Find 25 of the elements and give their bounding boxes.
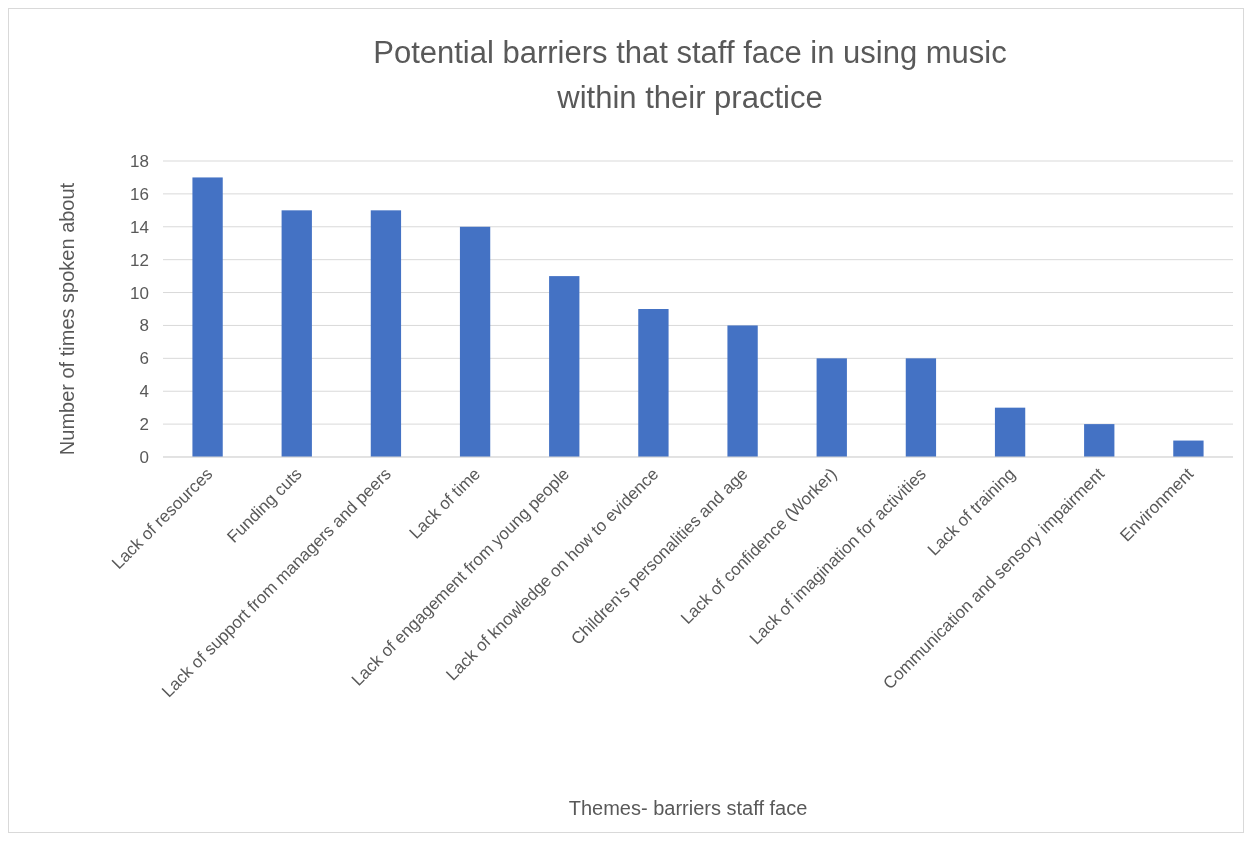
bar: [370, 210, 402, 457]
y-tick-label: 10: [130, 283, 149, 303]
y-tick-label: 18: [130, 152, 149, 171]
bar: [638, 309, 669, 457]
y-tick-label: 12: [130, 250, 149, 270]
bar: [994, 407, 1026, 457]
y-tick-label: 0: [139, 448, 149, 467]
bar: [1084, 424, 1115, 457]
x-axis-title: Themes- barriers staff face: [568, 797, 808, 819]
bar: [816, 358, 847, 457]
bar: [1173, 440, 1204, 457]
y-tick-label: 16: [130, 184, 149, 204]
y-axis-title: Number of times spoken about: [56, 182, 78, 456]
bar: [281, 210, 312, 457]
bar: [549, 276, 580, 457]
y-tick-label: 8: [139, 316, 149, 336]
y-tick-label: 4: [139, 382, 149, 402]
y-tick-label: 14: [130, 217, 149, 237]
bar: [727, 325, 758, 457]
bar: [905, 358, 937, 457]
chart-title: Potential barriers that staff face in using music within their practice: [373, 35, 1007, 115]
bar: [192, 177, 223, 457]
bar: [459, 226, 491, 457]
y-tick-label: 6: [139, 349, 149, 369]
y-tick-label: 2: [139, 415, 149, 435]
